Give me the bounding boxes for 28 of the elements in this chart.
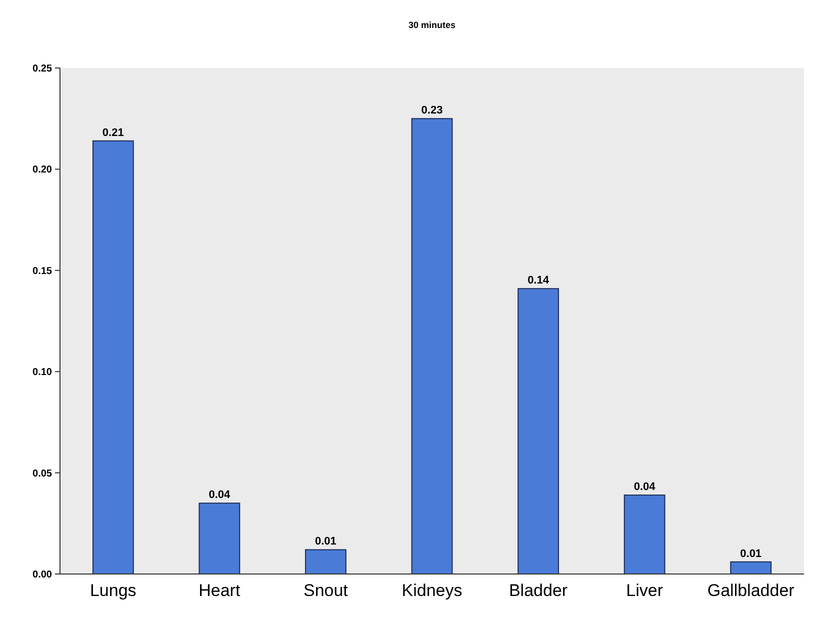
y-tick-label: 0.00 (32, 570, 52, 580)
y-tick-label: 0.20 (32, 164, 52, 176)
y-tick-label: 0.10 (32, 367, 52, 378)
data-label: 0.01 (315, 536, 336, 548)
y-tick-label: 0.05 (32, 468, 52, 480)
bar (518, 288, 559, 574)
data-label: 0.04 (208, 489, 232, 502)
x-tick-label: Heart (198, 581, 240, 600)
x-tick-label: Lungs (90, 581, 136, 600)
bar (730, 561, 772, 574)
x-tick-label: Bladder (508, 581, 568, 600)
data-label: 0.14 (528, 274, 550, 287)
data-label: 0.21 (102, 126, 124, 139)
x-tick-label: Gallbladder (707, 581, 795, 600)
bar (411, 118, 453, 574)
bar (305, 549, 346, 574)
bar (624, 494, 666, 574)
y-tick-label: 0.15 (32, 266, 52, 277)
chart-title: 30 minutes (408, 20, 456, 30)
data-label: 0.23 (421, 104, 443, 117)
y-tick-label: 0.25 (32, 64, 52, 74)
bar (198, 502, 240, 574)
x-tick-label: Liver (626, 581, 664, 600)
x-tick-label: Kidneys (402, 581, 462, 600)
bar (92, 140, 134, 574)
data-label: 0.01 (740, 548, 762, 560)
x-tick-label: Snout (303, 581, 348, 600)
data-label: 0.04 (634, 481, 656, 494)
